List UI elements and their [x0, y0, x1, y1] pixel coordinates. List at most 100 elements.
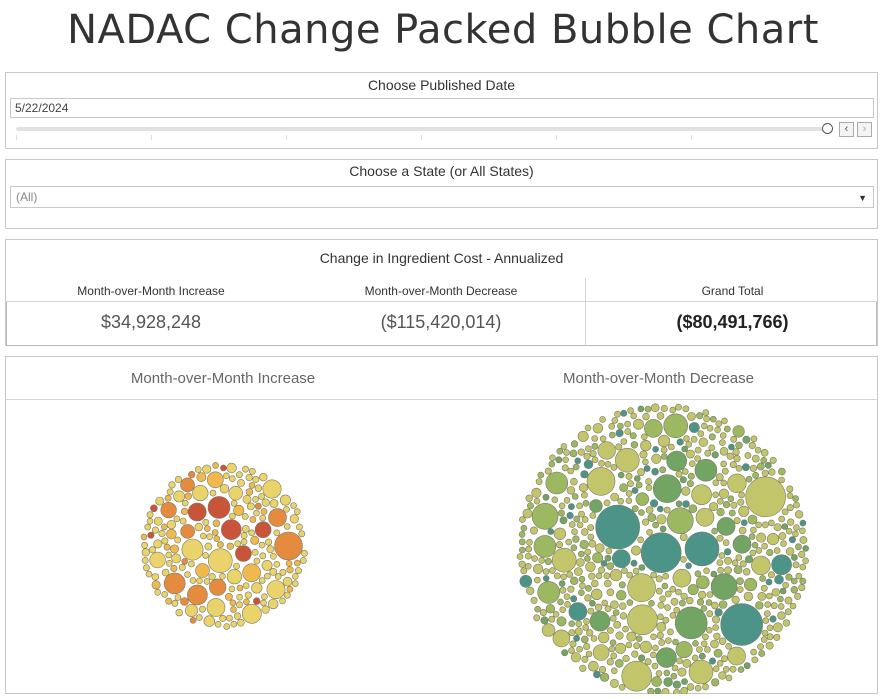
decrease-bubble[interactable]: [575, 620, 583, 628]
decrease-bubble[interactable]: [802, 557, 809, 565]
increase-bubble[interactable]: [153, 516, 163, 526]
decrease-bubble[interactable]: [588, 572, 596, 580]
decrease-bubble[interactable]: [597, 566, 605, 574]
decrease-bubble[interactable]: [587, 533, 595, 541]
decrease-bubble[interactable]: [572, 463, 580, 471]
increase-bubble[interactable]: [251, 582, 263, 594]
decrease-bubble[interactable]: [710, 573, 738, 600]
increase-bubble[interactable]: [242, 465, 249, 473]
decrease-bubble[interactable]: [672, 568, 692, 588]
decrease-bubble[interactable]: [537, 581, 561, 604]
decrease-bubble[interactable]: [785, 573, 793, 581]
decrease-bubble[interactable]: [706, 591, 714, 598]
decrease-bubble[interactable]: [610, 652, 618, 660]
decrease-bubble[interactable]: [637, 468, 645, 477]
increase-bubble[interactable]: [166, 528, 177, 540]
decrease-bubble[interactable]: [724, 556, 732, 565]
decrease-bubble[interactable]: [603, 572, 611, 580]
decrease-bubble[interactable]: [761, 542, 768, 550]
decrease-bubble[interactable]: [548, 460, 556, 468]
decrease-bubble[interactable]: [656, 505, 664, 513]
increase-bubble[interactable]: [248, 482, 256, 489]
increase-bubble[interactable]: [208, 548, 233, 573]
decrease-bubble[interactable]: [542, 493, 550, 501]
decrease-bubble[interactable]: [609, 639, 617, 646]
decrease-bubble[interactable]: [691, 484, 712, 505]
increase-bubble[interactable]: [181, 507, 189, 515]
increase-bubble[interactable]: [164, 494, 172, 502]
decrease-bubble[interactable]: [657, 601, 665, 609]
decrease-bubble[interactable]: [583, 618, 590, 625]
decrease-bubble[interactable]: [558, 580, 566, 587]
increase-bubble[interactable]: [299, 557, 307, 564]
decrease-bubble[interactable]: [782, 619, 791, 627]
increase-bubble[interactable]: [230, 500, 238, 507]
decrease-bubble[interactable]: [673, 606, 681, 614]
increase-bubble[interactable]: [246, 502, 255, 511]
decrease-bubble[interactable]: [589, 450, 597, 458]
decrease-bubble[interactable]: [755, 521, 762, 529]
decrease-bubble[interactable]: [798, 584, 806, 592]
decrease-bubble[interactable]: [743, 662, 751, 670]
increase-bubble[interactable]: [203, 578, 211, 585]
increase-bubble[interactable]: [150, 504, 158, 513]
decrease-bubble[interactable]: [672, 638, 679, 646]
decrease-bubble[interactable]: [557, 509, 565, 517]
decrease-bubble[interactable]: [750, 526, 757, 534]
decrease-bubble[interactable]: [663, 669, 671, 677]
decrease-bubble[interactable]: [617, 471, 625, 479]
decrease-bubble[interactable]: [572, 535, 580, 543]
decrease-bubble[interactable]: [569, 640, 577, 648]
decrease-bubble[interactable]: [663, 677, 673, 687]
decrease-bubble[interactable]: [709, 502, 719, 512]
increase-bubble[interactable]: [259, 514, 267, 522]
decrease-bubble[interactable]: [735, 441, 743, 449]
increase-bubble[interactable]: [251, 548, 259, 556]
decrease-bubble[interactable]: [615, 590, 627, 601]
increase-bubble[interactable]: [233, 504, 245, 516]
decrease-bubble[interactable]: [570, 544, 578, 551]
increase-bubble[interactable]: [240, 532, 248, 539]
increase-bubble[interactable]: [294, 567, 302, 575]
decrease-bubble[interactable]: [720, 460, 727, 468]
increase-bubble[interactable]: [170, 565, 178, 573]
increase-bubble[interactable]: [253, 597, 261, 605]
decrease-bubble[interactable]: [682, 405, 690, 413]
decrease-bubble[interactable]: [599, 435, 607, 443]
decrease-bubble[interactable]: [688, 422, 700, 433]
decrease-bubble[interactable]: [763, 610, 771, 617]
increase-bubble[interactable]: [145, 570, 153, 578]
decrease-bubble[interactable]: [760, 584, 768, 592]
increase-bubble[interactable]: [274, 573, 282, 580]
decrease-bubble[interactable]: [633, 642, 641, 650]
decrease-bubble[interactable]: [522, 508, 533, 519]
decrease-bubble[interactable]: [576, 502, 583, 510]
increase-bubble[interactable]: [249, 516, 257, 523]
decrease-bubble[interactable]: [518, 546, 526, 554]
decrease-bubble[interactable]: [786, 492, 794, 499]
increase-bubble[interactable]: [269, 499, 279, 508]
decrease-bubble[interactable]: [736, 586, 744, 593]
decrease-bubble[interactable]: [638, 564, 646, 571]
decrease-bubble[interactable]: [551, 496, 559, 504]
decrease-bubble[interactable]: [651, 453, 662, 464]
decrease-bubble[interactable]: [573, 634, 580, 642]
decrease-bubble[interactable]: [679, 533, 688, 541]
decrease-bubble[interactable]: [638, 509, 645, 516]
decrease-bubble[interactable]: [526, 586, 535, 595]
increase-bubble[interactable]: [154, 589, 161, 596]
decrease-bubble[interactable]: [694, 684, 702, 692]
decrease-bubble[interactable]: [574, 627, 583, 636]
decrease-bubble[interactable]: [566, 486, 576, 495]
increase-bubble[interactable]: [226, 569, 242, 585]
increase-bubble[interactable]: [245, 473, 253, 482]
increase-bubble[interactable]: [185, 604, 199, 618]
decrease-bubble[interactable]: [584, 548, 592, 556]
increase-bubble[interactable]: [211, 529, 219, 536]
decrease-bubble[interactable]: [751, 555, 771, 576]
decrease-bubble[interactable]: [637, 536, 644, 544]
increase-bubble[interactable]: [261, 498, 270, 507]
decrease-bubble[interactable]: [791, 554, 798, 561]
decrease-bubble[interactable]: [592, 644, 610, 661]
decrease-bubble[interactable]: [563, 449, 570, 456]
